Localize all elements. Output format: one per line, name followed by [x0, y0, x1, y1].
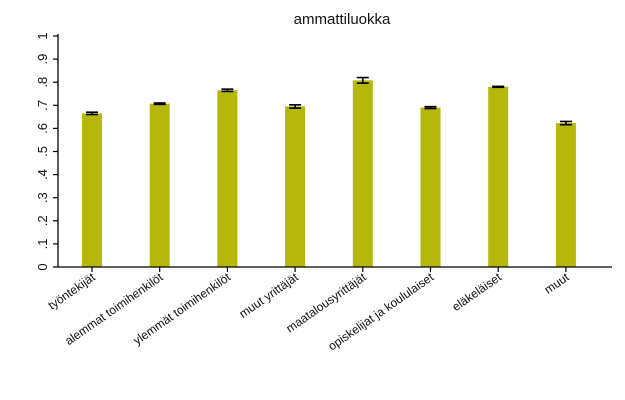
chart-title: ammattiluokka	[294, 11, 391, 28]
y-tick-label: .6	[35, 123, 50, 134]
y-tick-label: 1	[35, 32, 50, 39]
bar	[488, 86, 509, 267]
y-tick-label: .1	[35, 238, 50, 249]
y-tick-label: .9	[35, 54, 50, 65]
x-tick-label: eläkeläiset	[449, 270, 504, 314]
bar	[420, 107, 441, 267]
y-tick-label: .2	[35, 215, 50, 226]
y-tick-label: .8	[35, 77, 50, 88]
x-tick-label: muut	[542, 270, 572, 297]
bar	[352, 80, 373, 268]
y-tick-label: .4	[35, 169, 50, 180]
x-tick-label: muut yrittäjät	[237, 270, 302, 321]
y-tick-label: .5	[35, 146, 50, 157]
y-tick-label: 0	[35, 263, 50, 270]
y-tick-label: .7	[35, 100, 50, 111]
bar	[285, 106, 306, 267]
bars-group	[82, 76, 576, 268]
bar	[217, 90, 238, 267]
bar	[82, 113, 102, 267]
y-axis: 0 .1 .2 .3 .4 .5 .6 .7 .8 .9 1	[35, 32, 59, 271]
x-tick-label: työntekijät	[45, 270, 98, 313]
bar	[555, 123, 576, 267]
bar	[149, 103, 170, 267]
y-tick-label: .3	[35, 192, 50, 203]
